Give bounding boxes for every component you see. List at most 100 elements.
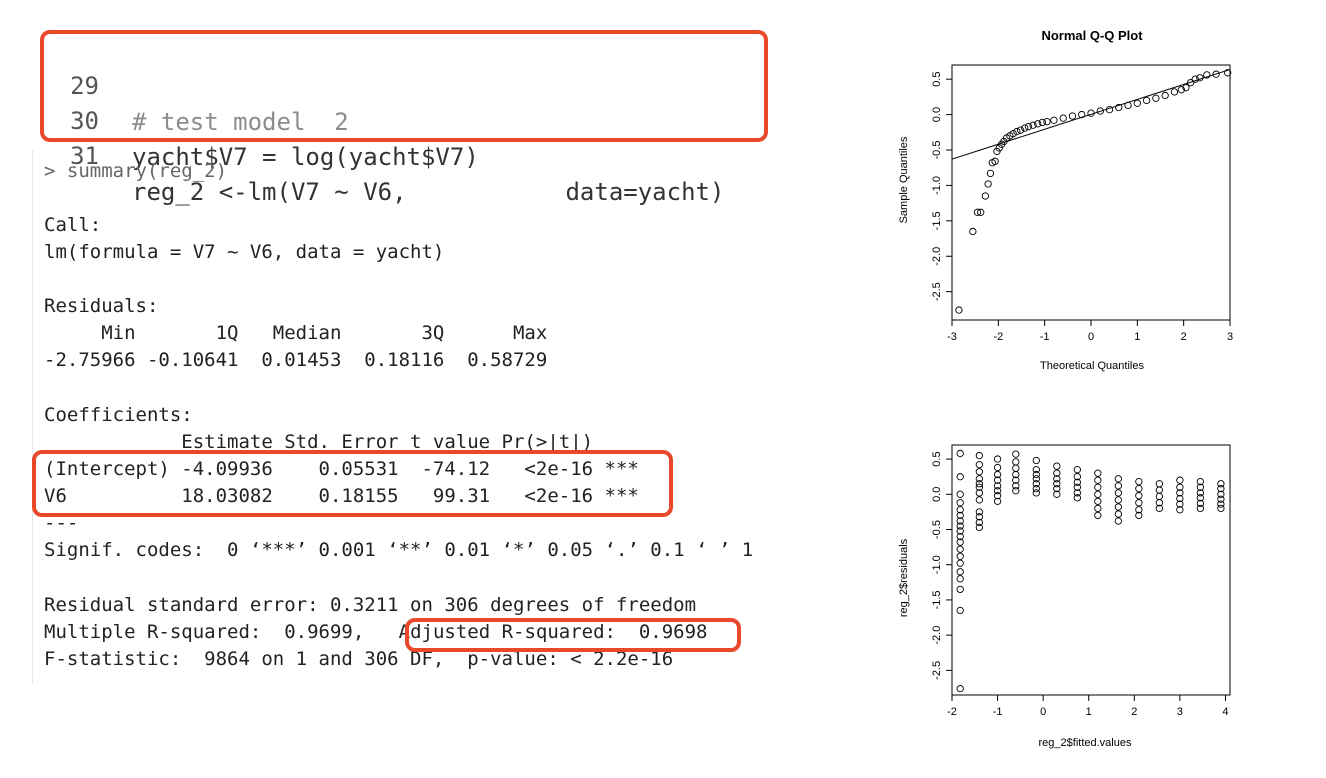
- residual-point: [956, 517, 964, 525]
- residual-point: [1073, 494, 1081, 502]
- qq-point: [1087, 109, 1095, 117]
- qq-point: [969, 227, 977, 236]
- qq-point: [1096, 107, 1104, 115]
- residual-point: [1012, 464, 1020, 472]
- code-line-30[interactable]: 30 yacht$V7 = log(yacht$V7): [41, 67, 479, 171]
- qq-point: [1029, 121, 1037, 129]
- res-x-tick-label: -1: [993, 706, 1003, 718]
- coef-row-v6: V6 18.03082 0.18155 99.31 <2e-16 ***: [44, 485, 639, 507]
- residual-point: [1155, 492, 1164, 501]
- residual-point: [1135, 492, 1143, 500]
- qq-point: [1203, 71, 1211, 79]
- residual-point: [956, 606, 964, 615]
- qq-point: [981, 192, 990, 200]
- res-plot-frame: [951, 444, 1231, 696]
- residual-point: [956, 473, 964, 481]
- qq-point: [1024, 122, 1033, 131]
- res-y-tick-label: -2.0: [931, 626, 943, 645]
- signif-codes: Signif. codes: 0 ‘***’ 0.001 ‘**’ 0.01 ‘…: [44, 539, 754, 561]
- residual-point: [975, 513, 983, 521]
- residual-point: [1196, 483, 1205, 491]
- code-highlight-box: [40, 30, 768, 142]
- residual-point: [975, 461, 983, 469]
- residual-point: [1012, 482, 1020, 490]
- coef-row-intercept: (Intercept) -4.09936 0.05531 -74.12 <2e-…: [44, 458, 639, 480]
- residual-point: [1176, 476, 1184, 484]
- code-line-29[interactable]: 29 # test model 2: [41, 32, 349, 136]
- residual-point: [956, 532, 964, 541]
- residual-point: [1196, 499, 1205, 508]
- residual-point: [1053, 490, 1061, 498]
- call-formula: lm(formula = V7 ~ V6, data = yacht): [44, 241, 445, 263]
- qq-point: [1013, 127, 1021, 136]
- res-x-tick-label: 1: [1086, 706, 1092, 718]
- residual-point: [1155, 486, 1164, 494]
- residual-point: [993, 470, 1002, 479]
- residual-point: [956, 490, 964, 498]
- qq-point: [1133, 99, 1141, 107]
- residual-point: [1032, 489, 1040, 497]
- residual-point: [1135, 506, 1143, 514]
- code-editor[interactable]: 29 # test model 2 30 yacht$V7 = log(yach…: [41, 30, 768, 206]
- r-squared-line: Multiple R-squared: 0.9699, Adjusted R-s…: [44, 619, 707, 645]
- residual-point: [1073, 465, 1081, 474]
- qq-point: [1224, 69, 1232, 77]
- residual-point: [956, 585, 964, 594]
- residual-point: [1114, 489, 1122, 497]
- residual-point: [956, 449, 964, 458]
- residual-point: [975, 480, 983, 488]
- residual-point: [1094, 504, 1102, 513]
- residual-point: [1176, 506, 1184, 514]
- residual-point: [1073, 478, 1081, 486]
- res-x-tick-label: 2: [1131, 706, 1137, 718]
- residual-point: [975, 451, 983, 460]
- residual-point: [1114, 475, 1122, 483]
- qq-y-tick-label: 0.5: [931, 72, 943, 87]
- residual-point: [1217, 490, 1225, 498]
- qq-point: [1021, 124, 1029, 132]
- qq-point: [984, 180, 992, 188]
- call-label: Call:: [44, 214, 102, 236]
- residual-point: [1053, 475, 1061, 483]
- console-output[interactable]: > summary(reg_2) Call: lm(formula = V7 ~…: [32, 150, 778, 684]
- residual-point: [956, 506, 964, 514]
- residual-point: [1135, 499, 1143, 507]
- qq-y-tick-label: -2.0: [931, 247, 943, 266]
- residual-point: [1032, 485, 1040, 493]
- adjusted-r2-highlight-box: [405, 618, 741, 652]
- line-number: 29: [70, 72, 99, 100]
- qq-point: [1152, 94, 1160, 102]
- residual-point: [1196, 489, 1205, 497]
- residual-point: [1114, 503, 1122, 511]
- coefficients-header: Estimate Std. Error t value Pr(>|t|): [44, 431, 594, 453]
- qq-point: [1191, 75, 1199, 83]
- residual-point: [1135, 511, 1143, 520]
- residual-point: [1032, 456, 1040, 465]
- qq-point: [1034, 120, 1042, 128]
- res-y-tick-label: -1.0: [931, 555, 943, 574]
- qq-plot-ylabel: Sample Quantiles: [898, 136, 910, 223]
- qq-point: [1105, 105, 1114, 114]
- code-text: # test model 2: [132, 108, 349, 136]
- qq-point: [1186, 79, 1195, 87]
- residual-point: [993, 487, 1002, 495]
- residuals-plot-chart: reg_2$fitted.values reg_2$residuals -2 -1…: [898, 444, 1231, 749]
- qq-x-tick-label: 0: [1088, 331, 1094, 343]
- qq-point: [1115, 103, 1123, 112]
- residual-point: [1155, 480, 1164, 488]
- qq-plot-frame: [951, 64, 1231, 321]
- residual-point: [1053, 469, 1061, 477]
- res-y-tick-label: 0.5: [931, 451, 943, 466]
- residual-point: [1217, 504, 1225, 513]
- residual-point: [956, 522, 964, 530]
- qq-x-tick-label: 3: [1227, 331, 1233, 343]
- code-line-31[interactable]: 31 reg_2 <-lm(V7 ~ V6, data=yacht): [41, 102, 724, 206]
- residual-point: [1032, 470, 1040, 479]
- residual-point: [956, 545, 964, 553]
- residuals-plot-xlabel: reg_2$fitted.values: [1039, 737, 1132, 749]
- residual-point: [975, 489, 983, 497]
- qq-y-tick-label: -0.5: [931, 141, 943, 160]
- qq-point: [986, 169, 995, 178]
- qq-point: [977, 208, 985, 216]
- residual-point: [975, 508, 983, 516]
